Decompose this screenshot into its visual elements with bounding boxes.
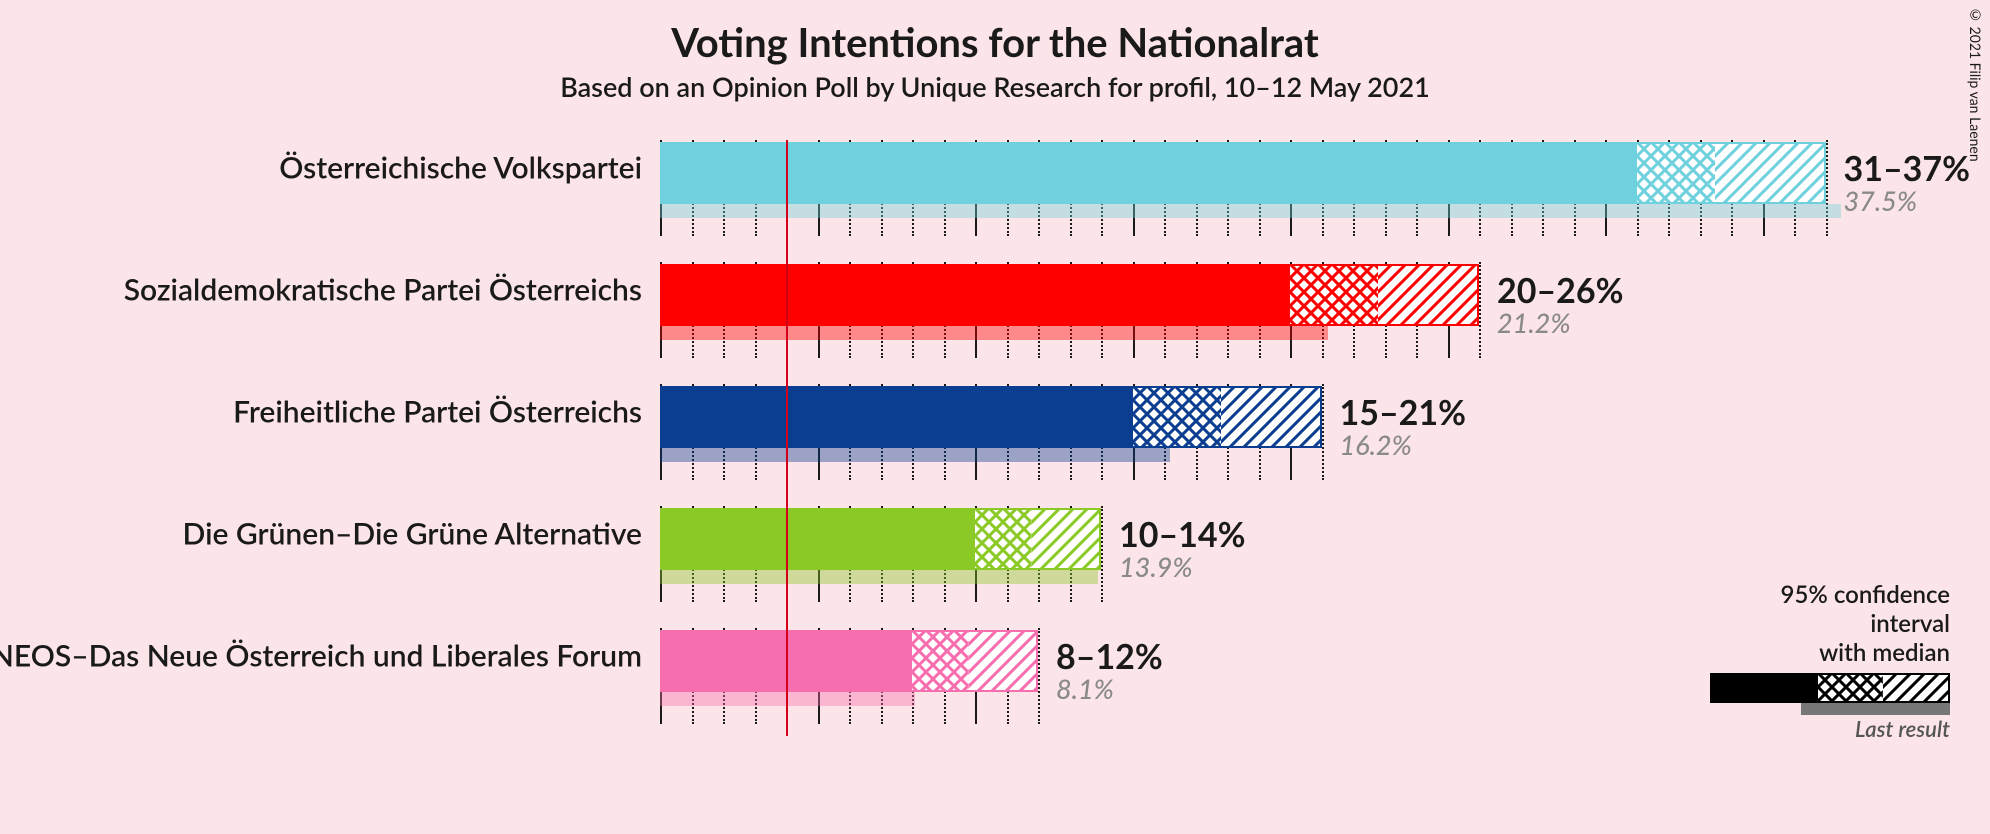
legend-bar	[1710, 673, 1950, 703]
bar-outline	[975, 508, 1101, 570]
bar-outline	[1637, 142, 1826, 204]
grid-minor	[1479, 262, 1481, 358]
bar-outline	[1290, 264, 1479, 326]
party-label: Die Grünen–Die Grüne Alternative	[183, 515, 642, 551]
value-range: 8–12%	[1056, 636, 1163, 677]
value-last: 37.5%	[1844, 184, 1918, 217]
bar-outline	[1133, 386, 1322, 448]
bar-solid	[660, 508, 975, 570]
credit-text: © 2021 Filip van Laenen	[1967, 6, 1984, 162]
bar-solid	[660, 386, 1133, 448]
party-row: Freiheitliche Partei Österreichs15–21%16…	[660, 386, 1920, 462]
last-result-bar	[660, 448, 1170, 462]
value-last: 21.2%	[1497, 306, 1571, 339]
party-label: NEOS–Das Neue Österreich und Liberales F…	[0, 637, 642, 673]
value-range: 10–14%	[1119, 514, 1245, 555]
party-row: Österreichische Volkspartei31–37%37.5%	[660, 142, 1920, 218]
party-row: Sozialdemokratische Partei Österreichs20…	[660, 264, 1920, 340]
value-last: 8.1%	[1056, 672, 1114, 705]
value-range: 15–21%	[1340, 392, 1466, 433]
value-last: 13.9%	[1119, 550, 1193, 583]
last-result-bar	[660, 204, 1841, 218]
party-label: Österreichische Volkspartei	[279, 149, 642, 185]
value-last: 16.2%	[1340, 428, 1412, 461]
last-result-bar	[660, 326, 1328, 340]
threshold-line	[786, 140, 788, 736]
legend: 95% confidence interval with median Last…	[1710, 580, 1950, 742]
party-label: Freiheitliche Partei Österreichs	[233, 393, 642, 429]
grid-minor	[1101, 506, 1103, 602]
legend-bar-solid	[1710, 673, 1818, 703]
party-label: Sozialdemokratische Partei Österreichs	[124, 271, 642, 307]
last-result-bar	[660, 570, 1098, 584]
legend-last-label: Last result	[1710, 715, 1950, 742]
value-range: 31–37%	[1844, 148, 1970, 189]
chart-subtitle: Based on an Opinion Poll by Unique Resea…	[0, 66, 1990, 103]
bar-solid	[660, 264, 1290, 326]
legend-line-1: 95% confidence interval	[1710, 580, 1950, 638]
bar-outline	[912, 630, 1038, 692]
bar-solid	[660, 142, 1637, 204]
legend-last-bar	[1801, 703, 1950, 715]
grid-minor	[1038, 628, 1040, 724]
grid-minor	[1322, 384, 1324, 480]
chart-title: Voting Intentions for the Nationalrat	[0, 0, 1990, 66]
party-row: Die Grünen–Die Grüne Alternative10–14%13…	[660, 508, 1920, 584]
grid-minor	[1826, 140, 1828, 236]
legend-bar-outline	[1818, 673, 1950, 703]
legend-line-2: with median	[1710, 638, 1950, 667]
value-range: 20–26%	[1497, 270, 1623, 311]
